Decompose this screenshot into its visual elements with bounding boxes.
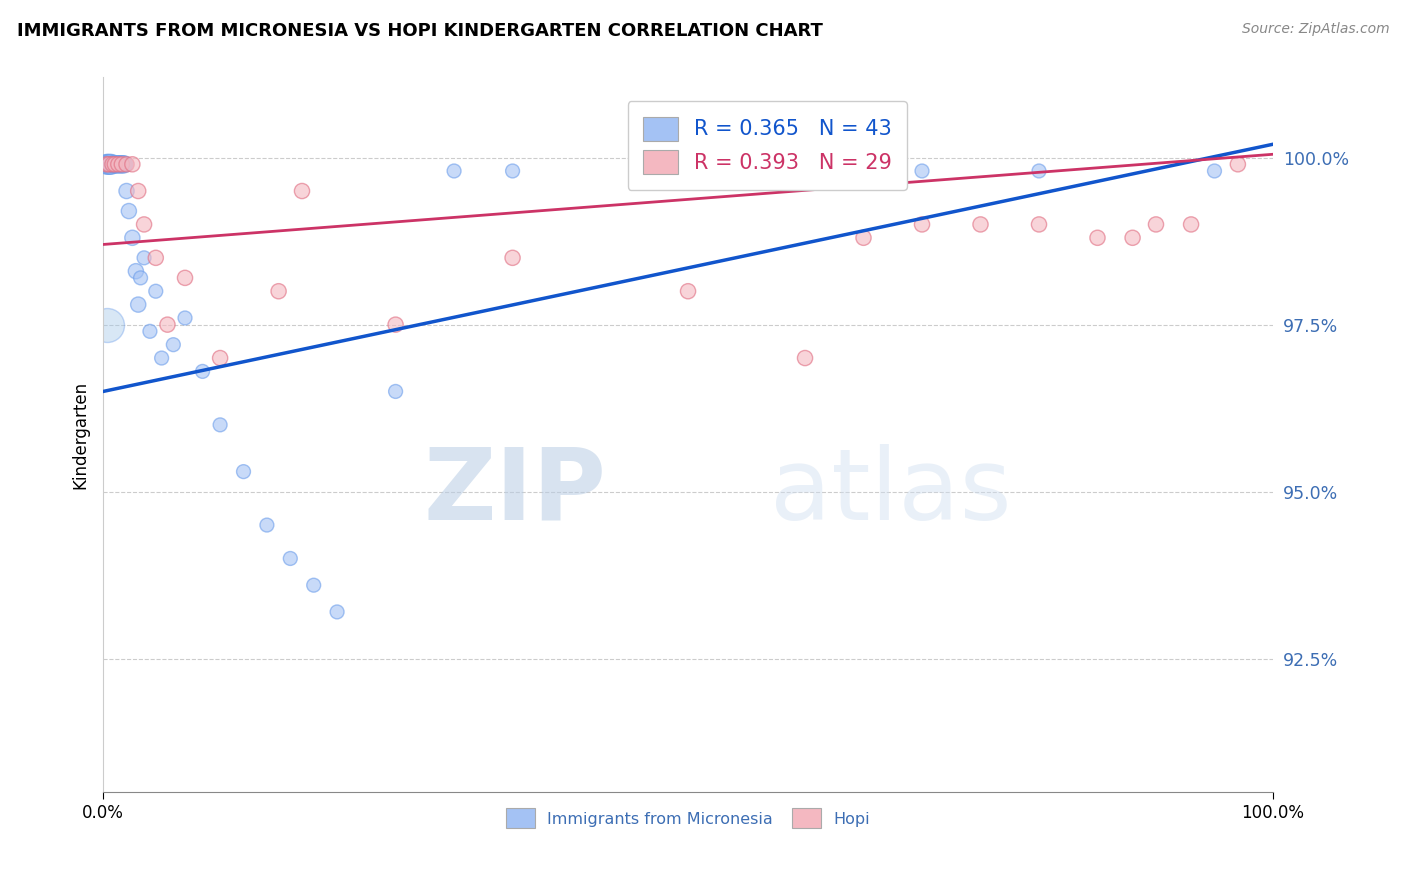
Point — [852, 231, 875, 245]
Point — [96, 318, 118, 332]
Point — [112, 157, 135, 171]
Point — [104, 157, 127, 171]
Point — [121, 231, 143, 245]
Point — [1087, 231, 1109, 245]
Point — [145, 284, 167, 298]
Point — [96, 157, 118, 171]
Point — [107, 157, 129, 171]
Point — [502, 164, 524, 178]
Point — [1028, 164, 1050, 178]
Point — [111, 157, 134, 171]
Point — [111, 157, 134, 171]
Point — [110, 157, 132, 171]
Point — [911, 218, 934, 232]
Point — [156, 318, 179, 332]
Point — [794, 164, 817, 178]
Point — [911, 164, 934, 178]
Point — [794, 351, 817, 365]
Point — [1028, 218, 1050, 232]
Point — [209, 351, 232, 365]
Point — [278, 551, 301, 566]
Point — [111, 157, 134, 171]
Point — [191, 364, 214, 378]
Point — [291, 184, 314, 198]
Point — [125, 264, 148, 278]
Point — [103, 157, 125, 171]
Text: atlas: atlas — [770, 443, 1011, 541]
Point — [132, 251, 155, 265]
Point — [98, 157, 121, 171]
Point — [139, 324, 162, 338]
Point — [326, 605, 349, 619]
Point — [145, 251, 167, 265]
Point — [101, 157, 124, 171]
Y-axis label: Kindergarten: Kindergarten — [72, 381, 89, 489]
Point — [1180, 218, 1202, 232]
Point — [97, 157, 120, 171]
Point — [107, 157, 129, 171]
Point — [676, 284, 699, 298]
Point — [98, 157, 121, 171]
Text: IMMIGRANTS FROM MICRONESIA VS HOPI KINDERGARTEN CORRELATION CHART: IMMIGRANTS FROM MICRONESIA VS HOPI KINDE… — [17, 22, 823, 40]
Point — [127, 297, 149, 311]
Point — [232, 465, 254, 479]
Point — [302, 578, 325, 592]
Point — [101, 157, 124, 171]
Point — [150, 351, 173, 365]
Point — [105, 157, 128, 171]
Point — [443, 164, 465, 178]
Point — [108, 157, 131, 171]
Point — [209, 417, 232, 432]
Point — [104, 157, 127, 171]
Point — [1226, 157, 1249, 171]
Legend: Immigrants from Micronesia, Hopi: Immigrants from Micronesia, Hopi — [499, 802, 877, 834]
Point — [100, 157, 122, 171]
Point — [105, 157, 128, 171]
Point — [162, 337, 184, 351]
Point — [502, 251, 524, 265]
Point — [127, 184, 149, 198]
Point — [1122, 231, 1144, 245]
Point — [98, 157, 121, 171]
Point — [115, 184, 138, 198]
Point — [267, 284, 290, 298]
Point — [969, 218, 991, 232]
Text: ZIP: ZIP — [423, 443, 606, 541]
Point — [96, 157, 118, 171]
Text: Source: ZipAtlas.com: Source: ZipAtlas.com — [1241, 22, 1389, 37]
Point — [676, 164, 699, 178]
Point — [384, 318, 406, 332]
Point — [174, 271, 197, 285]
Point — [118, 204, 141, 219]
Point — [1204, 164, 1226, 178]
Point — [132, 218, 155, 232]
Point — [256, 518, 278, 533]
Point — [129, 271, 152, 285]
Point — [121, 157, 143, 171]
Point — [384, 384, 406, 399]
Point — [1144, 218, 1167, 232]
Point — [115, 157, 138, 171]
Point — [174, 310, 197, 325]
